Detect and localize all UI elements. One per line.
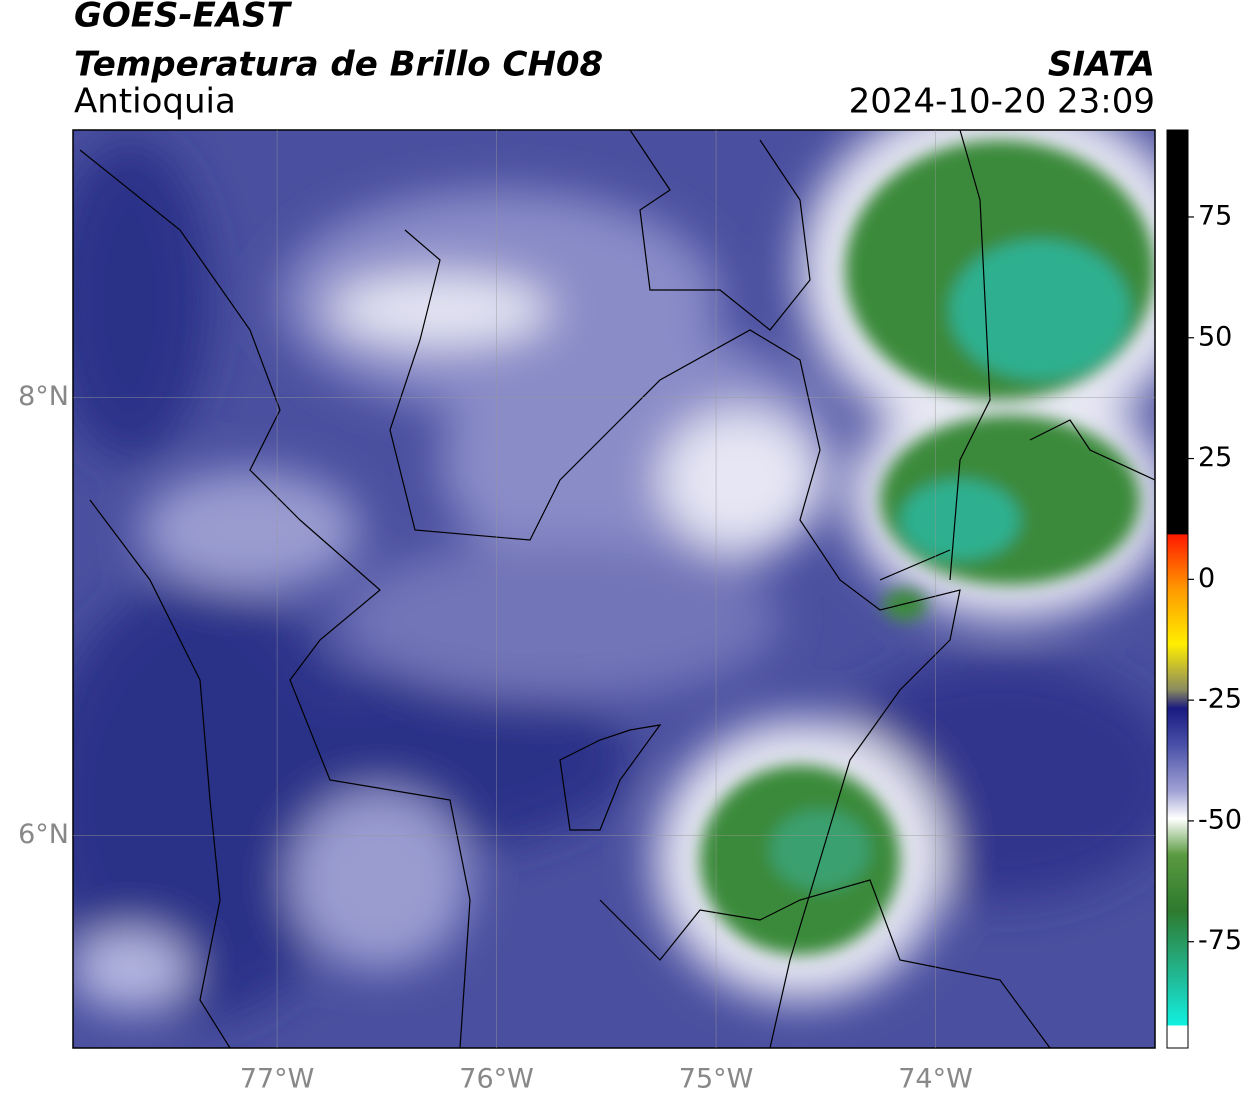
- x-tick-label: 77°W: [240, 1064, 315, 1095]
- x-tick-label: 74°W: [898, 1064, 973, 1095]
- colorbar-tick-label: 25: [1198, 442, 1232, 473]
- map-image: [73, 130, 1155, 1048]
- colorbar-tick-label: 0: [1198, 563, 1215, 594]
- source: SIATA: [1048, 45, 1155, 85]
- title: GOES-EAST: [74, 0, 293, 36]
- colorbar-tick-label: -25: [1198, 684, 1242, 715]
- colorbar-tick-label: -75: [1198, 925, 1242, 956]
- x-tick-label: 76°W: [459, 1064, 534, 1095]
- colorbar-tick-label: -50: [1198, 804, 1242, 835]
- map-frame: [72, 129, 1156, 1049]
- y-tick-label: 6°N: [18, 819, 69, 850]
- datetime: 2024-10-20 23:09: [849, 82, 1155, 122]
- subtitle: Temperatura de Brillo CH08: [74, 45, 603, 85]
- colorbar-tick-label: 50: [1198, 321, 1232, 352]
- region: Antioquia: [74, 82, 236, 122]
- colorbar: [1166, 129, 1189, 1049]
- x-tick-label: 75°W: [679, 1064, 754, 1095]
- colorbar-tick-label: 75: [1198, 200, 1232, 231]
- y-tick-label: 8°N: [18, 381, 69, 412]
